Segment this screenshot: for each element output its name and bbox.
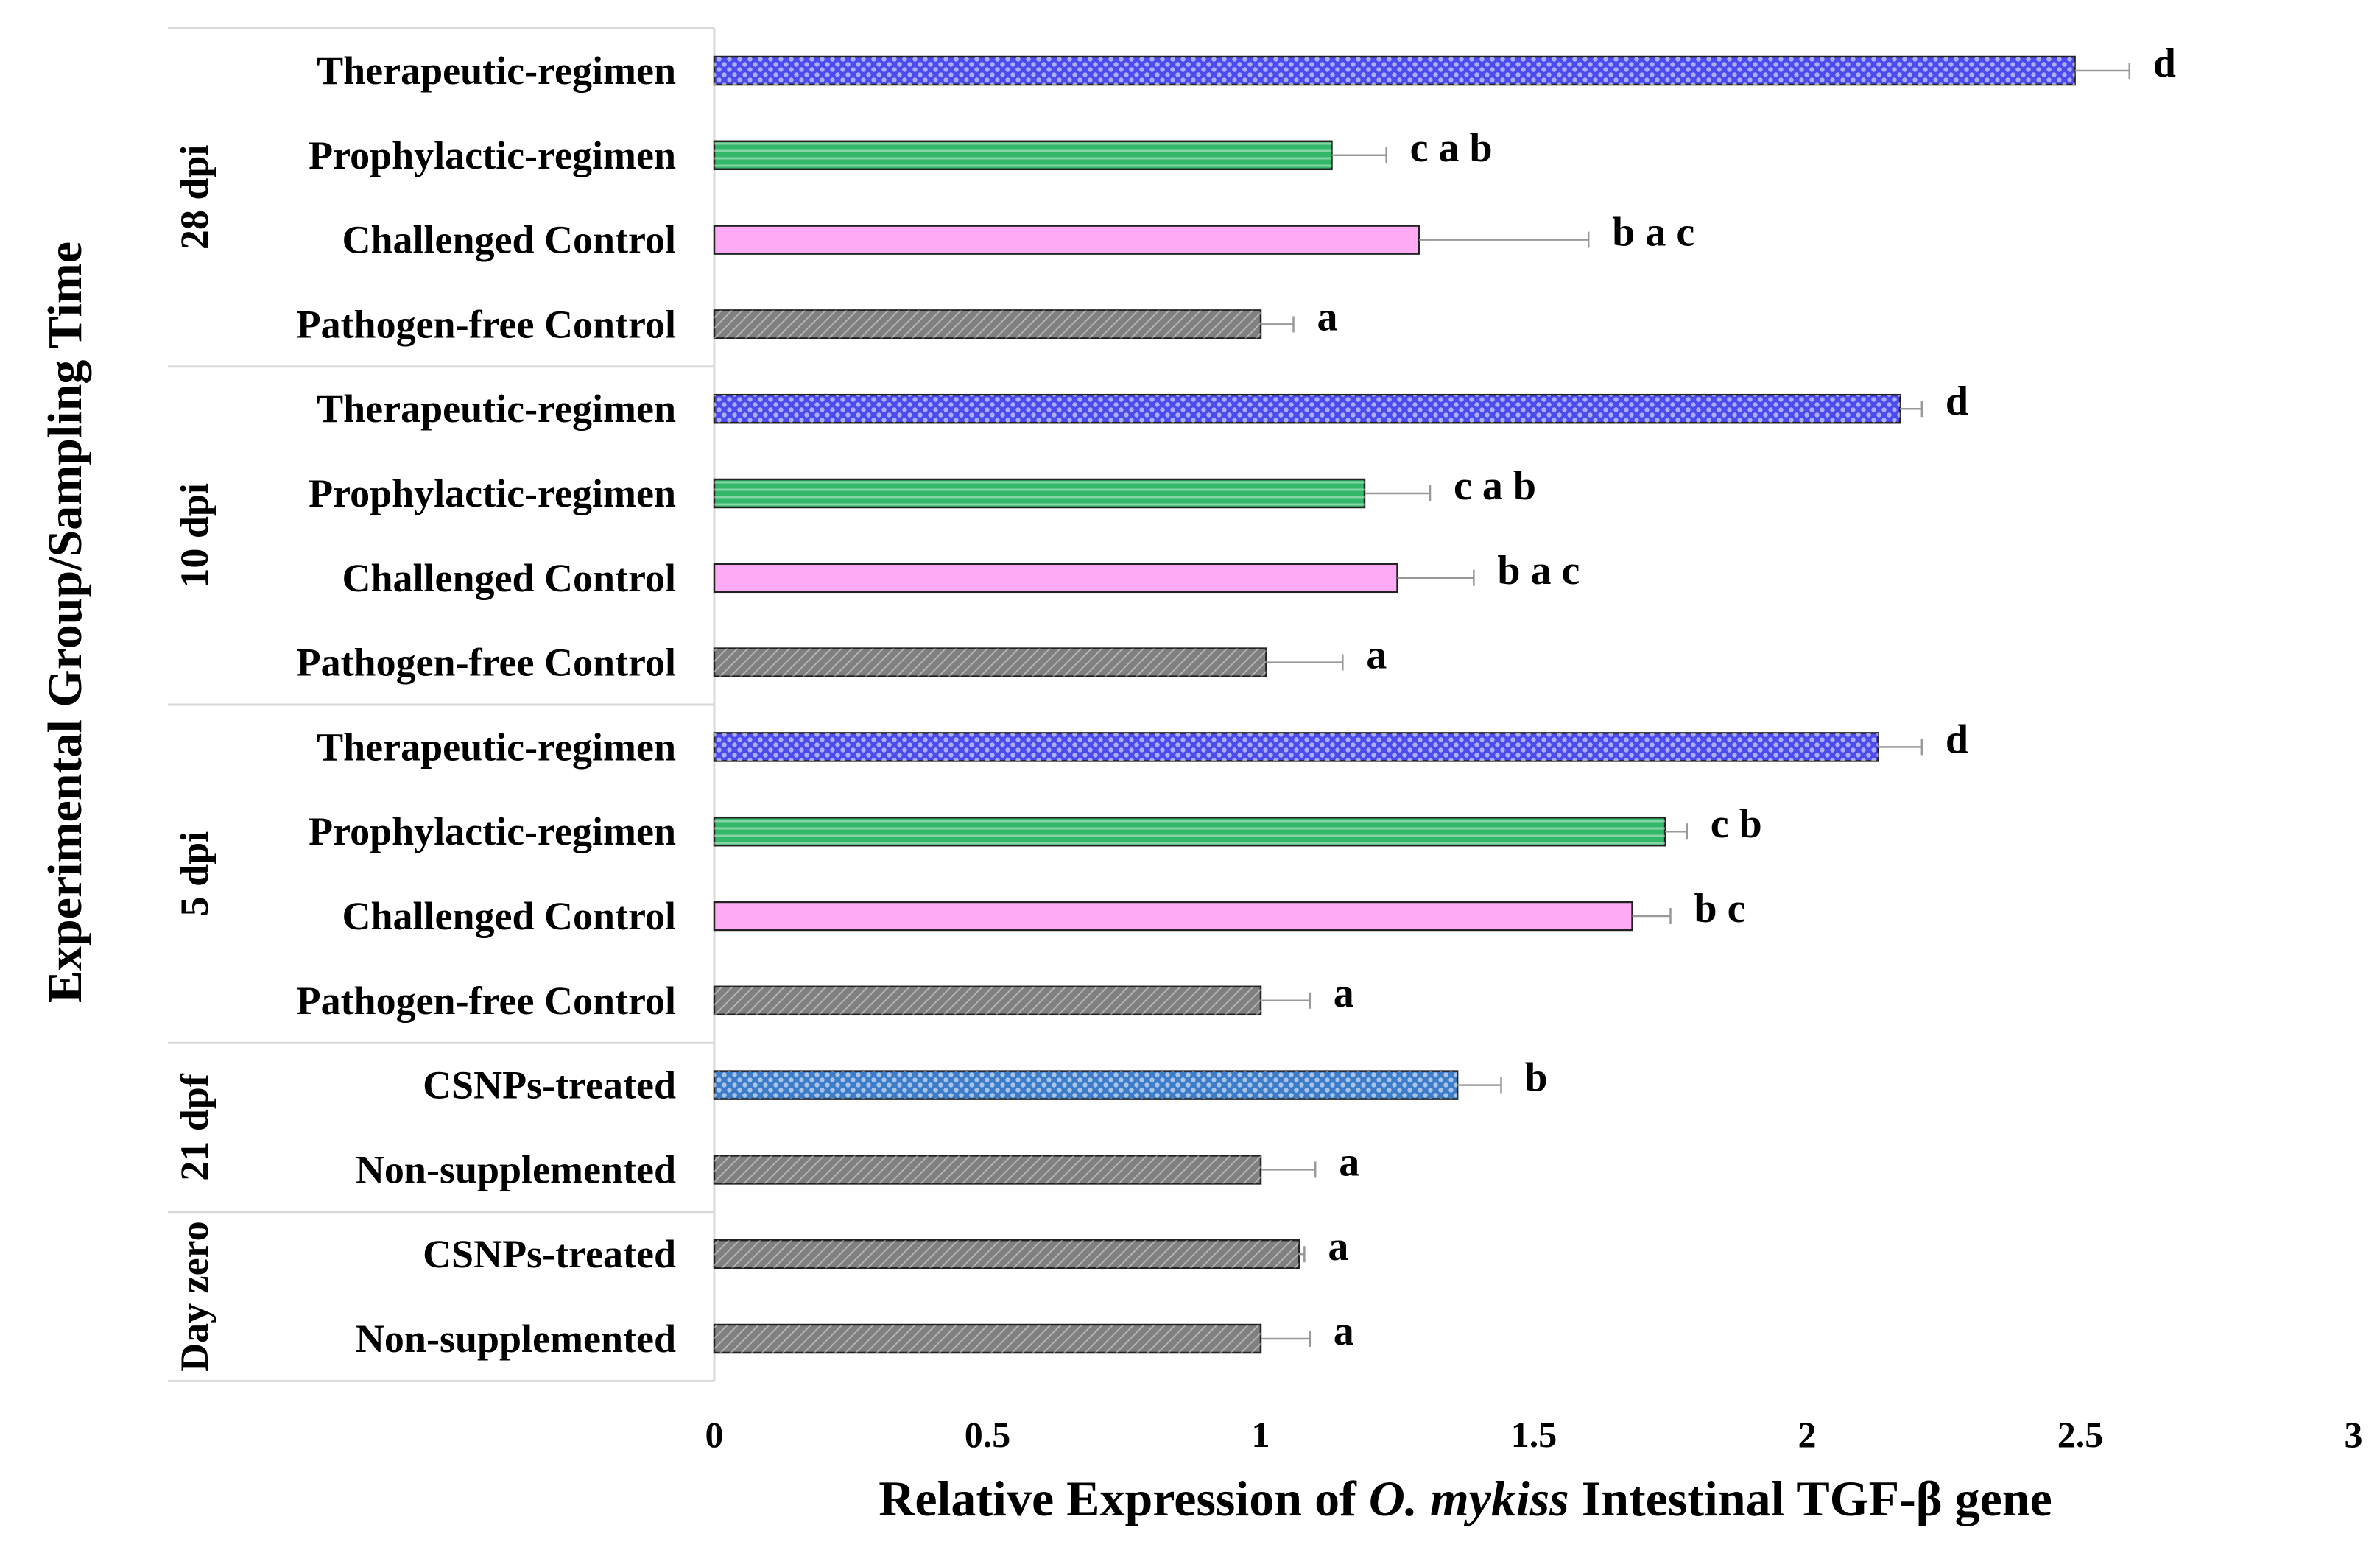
category-label-10-dpi-challenged-control: Challenged Control (342, 556, 676, 600)
significance-letters-day-zero-non-supplemented: a (1334, 1309, 1354, 1354)
bar-pattern-day-zero-csnps-treated (714, 1240, 1299, 1269)
significance-letters-28-dpi-pathogen-free-control: a (1317, 294, 1338, 339)
significance-letters-5-dpi-therapeutic-regimen: d (1946, 716, 1968, 762)
bar-pattern-28-dpi-pathogen-free-control (714, 310, 1261, 339)
category-label-21-dpf-non-supplemented: Non-supplemented (356, 1147, 676, 1191)
significance-letters-5-dpi-pathogen-free-control: a (1334, 971, 1354, 1016)
bar-pattern-10-dpi-pathogen-free-control (714, 648, 1267, 677)
category-label-5-dpi-challenged-control: Challenged Control (342, 894, 676, 938)
bar-5-dpi-challenged-control (713, 901, 1633, 932)
significance-letters-10-dpi-challenged-control: b a c (1497, 548, 1580, 594)
group-label-day-zero: Day zero (172, 1221, 216, 1371)
category-label-21-dpf-csnps-treated: CSNPs-treated (423, 1063, 676, 1107)
bar-pattern-5-dpi-prophylactic-regimen (714, 817, 1666, 846)
category-label-10-dpi-prophylactic-regimen: Prophylactic-regimen (309, 471, 676, 515)
bar-pattern-5-dpi-pathogen-free-control (714, 986, 1261, 1015)
bar-pattern-21-dpf-csnps-treated (714, 1071, 1458, 1099)
bar-pattern-10-dpi-prophylactic-regimen (714, 479, 1365, 507)
bar-pattern-21-dpf-non-supplemented (714, 1155, 1261, 1184)
bar-28-dpi-challenged-control (713, 225, 1420, 255)
category-label-10-dpi-pathogen-free-control: Pathogen-free Control (297, 641, 676, 685)
category-label-28-dpi-therapeutic-regimen: Therapeutic-regimen (317, 49, 676, 93)
significance-letters-21-dpf-non-supplemented: a (1339, 1139, 1359, 1185)
x-axis-label-italic: O. mykiss (1369, 1471, 1569, 1526)
category-label-5-dpi-pathogen-free-control: Pathogen-free Control (297, 979, 676, 1023)
category-label-10-dpi-therapeutic-regimen: Therapeutic-regimen (317, 387, 676, 431)
bar-10-dpi-challenged-control (713, 563, 1398, 594)
x-axis-label-part: Intestinal TGF-β gene (1569, 1471, 2052, 1526)
group-label-21-dpf: 21 dpf (172, 1073, 216, 1181)
category-label-day-zero-non-supplemented: Non-supplemented (356, 1317, 676, 1361)
category-label-28-dpi-challenged-control: Challenged Control (342, 218, 676, 262)
bar-pattern-28-dpi-prophylactic-regimen (714, 141, 1332, 169)
x-axis-label-part: Relative Expression of (879, 1471, 1369, 1526)
bar-pattern-day-zero-non-supplemented (714, 1325, 1261, 1353)
significance-letters-day-zero-csnps-treated: a (1328, 1224, 1348, 1269)
group-label-10-dpi: 10 dpi (172, 483, 216, 588)
bar-pattern-28-dpi-therapeutic-regimen (714, 57, 2075, 85)
x-axis-label: Relative Expression of O. mykiss Intesti… (879, 1471, 2052, 1526)
category-label-28-dpi-pathogen-free-control: Pathogen-free Control (297, 302, 676, 346)
x-tick-label-1: 1 (1252, 1414, 1270, 1455)
significance-letters-5-dpi-challenged-control: b c (1694, 886, 1746, 932)
x-tick-label-1-5: 1.5 (1511, 1414, 1557, 1455)
x-tick-label-3: 3 (2345, 1414, 2363, 1455)
significance-letters-28-dpi-therapeutic-regimen: d (2153, 41, 2176, 86)
x-tick-label-0: 0 (705, 1414, 724, 1455)
group-label-28-dpi: 28 dpi (172, 145, 216, 250)
significance-letters-10-dpi-therapeutic-regimen: d (1946, 378, 1968, 424)
significance-letters-28-dpi-prophylactic-regimen: c a b (1410, 125, 1493, 171)
x-tick-label-2-5: 2.5 (2057, 1414, 2104, 1455)
significance-letters-21-dpf-csnps-treated: b (1524, 1055, 1547, 1101)
significance-letters-28-dpi-challenged-control: b a c (1612, 210, 1694, 256)
category-label-5-dpi-therapeutic-regimen: Therapeutic-regimen (317, 725, 676, 769)
x-tick-label-2: 2 (1798, 1414, 1817, 1455)
y-axis-label: Experimental Group/Sampling Time (38, 242, 92, 1003)
category-label-day-zero-csnps-treated: CSNPs-treated (423, 1232, 676, 1276)
significance-letters-10-dpi-prophylactic-regimen: c a b (1454, 463, 1536, 509)
x-tick-label-0-5: 0.5 (965, 1414, 1011, 1455)
bar-pattern-10-dpi-therapeutic-regimen (714, 395, 1901, 423)
significance-letters-10-dpi-pathogen-free-control: a (1366, 633, 1387, 678)
significance-letters-5-dpi-prophylactic-regimen: c b (1711, 801, 1762, 847)
category-label-5-dpi-prophylactic-regimen: Prophylactic-regimen (309, 809, 676, 853)
category-label-28-dpi-prophylactic-regimen: Prophylactic-regimen (309, 133, 676, 177)
bar-pattern-5-dpi-therapeutic-regimen (714, 733, 1879, 761)
group-label-5-dpi: 5 dpi (172, 831, 216, 917)
